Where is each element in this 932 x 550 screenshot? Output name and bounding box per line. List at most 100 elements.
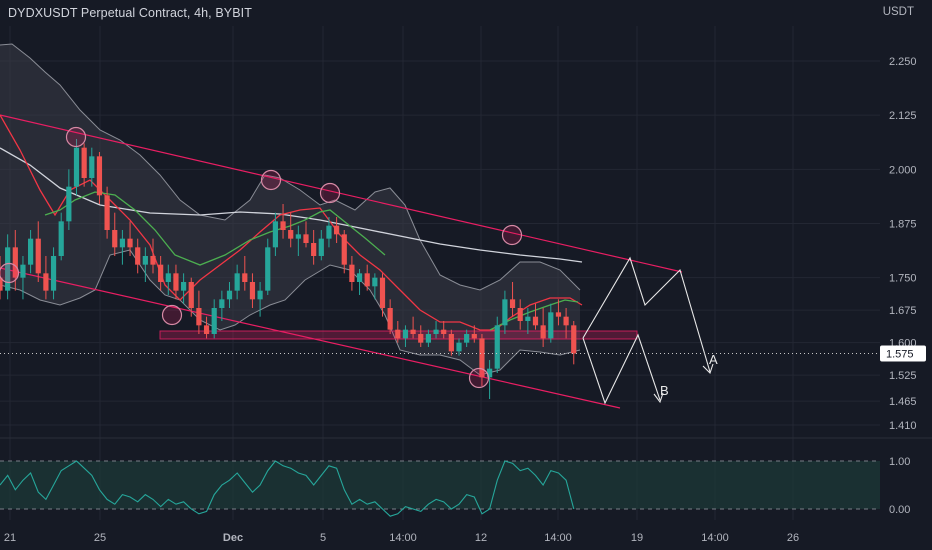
candle-body (0, 277, 3, 291)
candle-body (571, 325, 577, 354)
candle-17 (127, 221, 133, 256)
oscillator-tick-1: 0.00 (889, 504, 910, 516)
candle-14 (104, 186, 110, 239)
price-tick-5: 1.675 (889, 305, 917, 317)
candle-body (89, 156, 95, 178)
candle-13 (96, 152, 103, 204)
bollinger-lower (0, 249, 581, 376)
price-tick-9: 1.410 (889, 420, 917, 432)
candle-body (196, 308, 202, 326)
candle-body (410, 329, 416, 334)
candle-body (418, 334, 424, 343)
candle-body (349, 264, 355, 282)
candle-36 (272, 212, 278, 256)
candle-body (119, 238, 125, 248)
candle-body (81, 147, 87, 178)
price-tick-0: 2.250 (889, 56, 917, 68)
projection-paths: AB (582, 256, 718, 405)
touch-circle-0 (0, 262, 20, 284)
candle-31 (234, 264, 240, 300)
candle-body (402, 329, 409, 339)
candle-54 (410, 316, 416, 339)
candle-body (387, 308, 393, 330)
oscillator-line (0, 460, 575, 517)
ema-fast-line (0, 114, 583, 331)
touch-circle-2 (260, 169, 282, 191)
candle-body (165, 273, 171, 282)
currency-label: USDT (882, 6, 914, 18)
projection-path-a (582, 256, 711, 373)
candle-1 (5, 234, 11, 300)
candle-body (372, 277, 378, 287)
candle-body (158, 264, 164, 282)
candle-body (135, 247, 141, 265)
candle-body (318, 238, 324, 256)
price-axis[interactable]: 2.2502.1252.0001.8751.7501.6751.6001.525… (889, 56, 917, 432)
candle-47 (356, 269, 363, 295)
candle-body (173, 273, 179, 291)
candle-body (471, 334, 477, 339)
touch-circle-1 (65, 126, 87, 148)
candle-body (203, 325, 210, 334)
candle-70 (532, 303, 539, 330)
candle-body (395, 329, 401, 339)
candle-8 (58, 212, 64, 261)
ema-slow-line (0, 147, 583, 263)
candle-body (288, 230, 294, 239)
candle-35 (265, 238, 271, 295)
oscillator-pane: 1.00 0.00 (0, 456, 910, 517)
candle-body (532, 316, 539, 326)
candle-body (58, 221, 64, 256)
candle-60 (456, 338, 462, 356)
candle-body (28, 238, 34, 265)
touch-markers (0, 126, 523, 389)
candle-30 (226, 282, 233, 308)
candle-body (517, 308, 523, 321)
candle-body (234, 273, 240, 291)
candle-58 (441, 321, 447, 339)
candle-57 (433, 321, 439, 339)
candle-75 (571, 321, 577, 365)
time-tick-0: 21 (4, 532, 16, 544)
candle-62 (471, 325, 477, 343)
time-tick-8: 14:00 (701, 532, 729, 544)
candle-44 (334, 217, 340, 243)
candle-body (479, 338, 485, 378)
time-axis[interactable]: 21 25 Dec 5 14:00 12 14:00 19 14:00 26 (4, 532, 799, 544)
candle-body (242, 273, 248, 282)
candle-body (265, 247, 271, 291)
candle-body (66, 186, 72, 222)
candle-10 (73, 139, 80, 196)
candle-11 (81, 143, 87, 187)
candle-67 (509, 282, 516, 317)
candle-body (464, 334, 470, 343)
candle-37 (280, 204, 286, 239)
ema-mid-line (44, 191, 386, 266)
candle-4 (28, 230, 34, 274)
candle-body (226, 290, 233, 300)
candle-66 (502, 290, 508, 334)
bollinger-fill (0, 44, 580, 375)
oscillator-tick-0: 1.00 (889, 456, 910, 468)
candle-50 (379, 273, 386, 317)
candle-body (112, 230, 118, 248)
bollinger-upper (0, 43, 581, 291)
candle-body (448, 334, 454, 352)
candle-3 (20, 256, 26, 300)
candle-body (96, 156, 103, 196)
candle-body (50, 256, 57, 291)
candle-24 (181, 273, 187, 304)
candle-34 (257, 282, 263, 317)
time-tick-3: 5 (320, 532, 326, 544)
candle-19 (142, 247, 148, 282)
candle-51 (387, 299, 393, 334)
candle-45 (341, 230, 347, 274)
candle-71 (540, 308, 546, 347)
candle-body (12, 247, 18, 278)
candle-32 (242, 256, 248, 291)
candle-41 (311, 230, 317, 265)
candle-body (425, 334, 431, 343)
candle-body (150, 256, 156, 265)
